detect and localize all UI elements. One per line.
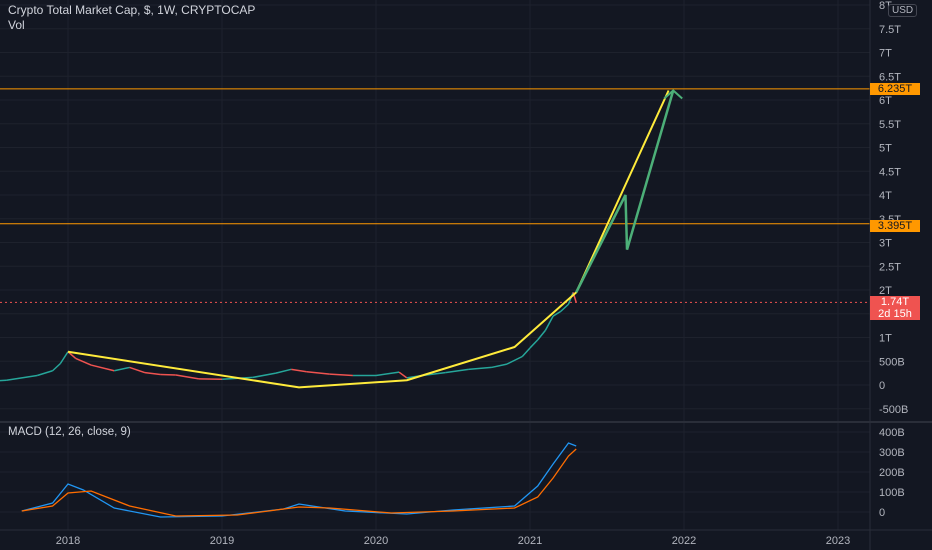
price-segment bbox=[544, 315, 554, 331]
price-segment bbox=[445, 368, 469, 374]
price-segment bbox=[6, 374, 38, 381]
signal-line bbox=[21, 448, 577, 517]
projection-arrowhead bbox=[663, 89, 683, 100]
y-tick-label: 2T bbox=[879, 285, 892, 297]
price-segment bbox=[36, 370, 53, 377]
y-tick-label: 4T bbox=[879, 190, 892, 202]
y-tick-label: 6T bbox=[879, 95, 892, 107]
macd-line bbox=[21, 442, 577, 518]
x-tick-label: 2023 bbox=[826, 535, 850, 547]
price-segment bbox=[59, 351, 69, 365]
projection-path bbox=[575, 90, 675, 293]
price-segment bbox=[529, 339, 539, 349]
countdown-badge: 2d 15h bbox=[870, 308, 920, 320]
y-tick-label: 5.5T bbox=[879, 119, 901, 131]
macd-tick-label: 0 bbox=[879, 507, 885, 519]
price-segment bbox=[90, 364, 115, 372]
price-segment bbox=[537, 329, 546, 341]
macd-tick-label: 300B bbox=[879, 447, 905, 459]
price-segment bbox=[552, 310, 562, 317]
price-segment bbox=[114, 366, 130, 372]
y-tick-label: 1T bbox=[879, 333, 892, 345]
price-segment bbox=[306, 370, 330, 375]
y-tick-label: 3T bbox=[879, 238, 892, 250]
price-segment bbox=[275, 368, 292, 374]
x-tick-label: 2022 bbox=[672, 535, 696, 547]
price-segment bbox=[175, 374, 200, 380]
y-tick-label: -500B bbox=[879, 404, 908, 416]
y-tick-label: 500B bbox=[879, 356, 905, 368]
macd-tick-label: 100B bbox=[879, 487, 905, 499]
price-segment bbox=[0, 379, 7, 382]
chart-title: Crypto Total Market Cap, $, 1W, CRYPTOCA… bbox=[8, 3, 256, 17]
macd-tick-label: 200B bbox=[879, 467, 905, 479]
price-segment bbox=[398, 371, 408, 379]
price-segment bbox=[129, 366, 146, 374]
price-segment bbox=[52, 363, 61, 372]
chart-header: Crypto Total Market Cap, $, 1W, CRYPTOCA… bbox=[8, 3, 255, 33]
upper-level-badge: 6.235T bbox=[870, 83, 920, 95]
y-tick-label: 6.5T bbox=[879, 71, 901, 83]
y-tick-label: 0 bbox=[879, 380, 885, 392]
macd-title: MACD (12, 26, close, 9) bbox=[8, 426, 131, 438]
volume-label: Vol bbox=[8, 18, 25, 32]
y-tick-label: 2.5T bbox=[879, 261, 901, 273]
price-segment bbox=[506, 355, 523, 365]
price-segment bbox=[468, 366, 492, 371]
price-segment bbox=[75, 357, 92, 366]
currency-button[interactable]: USD bbox=[888, 4, 918, 17]
price-segment bbox=[291, 368, 307, 373]
price-segment bbox=[560, 303, 570, 312]
last-price-badge: 1.74T bbox=[870, 296, 920, 308]
parabolic-curve bbox=[67, 90, 670, 389]
lower-level-badge: 3.395T bbox=[870, 220, 920, 232]
y-tick-label: 5T bbox=[879, 143, 892, 155]
price-segment bbox=[144, 371, 161, 376]
price-segment bbox=[375, 371, 400, 377]
macd-tick-label: 400B bbox=[879, 427, 905, 439]
price-segment bbox=[252, 372, 277, 379]
price-segment bbox=[329, 373, 353, 377]
x-tick-label: 2021 bbox=[518, 535, 542, 547]
price-segment bbox=[521, 347, 531, 358]
x-tick-label: 2018 bbox=[56, 535, 80, 547]
x-tick-label: 2020 bbox=[364, 535, 388, 547]
x-tick-label: 2019 bbox=[210, 535, 234, 547]
y-tick-label: 7T bbox=[879, 48, 892, 60]
y-tick-label: 7.5T bbox=[879, 24, 901, 36]
y-tick-label: 4.5T bbox=[879, 166, 901, 178]
price-segment bbox=[491, 363, 508, 369]
